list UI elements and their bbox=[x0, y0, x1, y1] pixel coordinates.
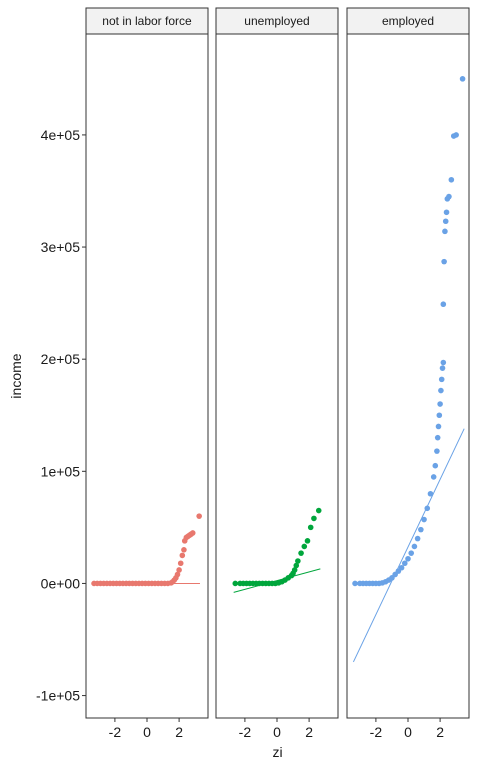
data-point bbox=[293, 562, 300, 569]
x-tick-label: -2 bbox=[370, 724, 383, 740]
x-tick-label: -2 bbox=[239, 724, 252, 740]
qq-reference-line bbox=[352, 428, 465, 663]
data-point bbox=[418, 526, 424, 533]
data-point bbox=[437, 401, 443, 407]
panel-marks bbox=[91, 513, 202, 587]
facet-strip-label: not in labor force bbox=[102, 14, 192, 28]
data-point bbox=[432, 462, 439, 469]
x-tick-label: -2 bbox=[109, 724, 122, 740]
data-point bbox=[424, 505, 431, 512]
data-point bbox=[408, 550, 415, 556]
data-point bbox=[315, 507, 322, 514]
x-tick-label: 0 bbox=[143, 724, 151, 740]
data-point bbox=[307, 524, 314, 531]
facet-panel-unemployed: unemployed -2 0 2 bbox=[215, 7, 339, 740]
data-point bbox=[434, 448, 440, 454]
x-tick-label: 0 bbox=[273, 724, 281, 740]
data-point bbox=[453, 132, 459, 138]
y-tick-label: 1e+05 bbox=[41, 463, 81, 479]
data-point bbox=[405, 555, 411, 562]
x-tick-label: 2 bbox=[436, 724, 444, 740]
data-point bbox=[179, 552, 186, 559]
x-axis-title: zi bbox=[272, 744, 282, 760]
data-point bbox=[438, 387, 444, 394]
x-tick-label: 0 bbox=[404, 724, 412, 740]
data-point bbox=[438, 376, 445, 383]
plot-panel bbox=[215, 33, 339, 719]
data-point bbox=[401, 560, 408, 567]
panel-marks bbox=[352, 76, 466, 663]
x-tick-label: 2 bbox=[305, 724, 313, 740]
data-point bbox=[174, 571, 181, 578]
data-point bbox=[421, 516, 427, 523]
data-point bbox=[442, 228, 448, 235]
data-point bbox=[446, 193, 452, 200]
data-point bbox=[440, 301, 447, 308]
data-point bbox=[411, 543, 418, 550]
data-point bbox=[434, 434, 441, 441]
y-tick-label: 4e+05 bbox=[41, 127, 81, 143]
y-axis-title: income bbox=[8, 353, 24, 398]
facet-strip bbox=[346, 7, 470, 35]
data-point bbox=[298, 550, 304, 556]
data-point bbox=[291, 567, 298, 573]
plot-panel bbox=[346, 33, 470, 719]
data-point bbox=[459, 76, 466, 82]
facet-strip bbox=[85, 7, 209, 35]
data-point bbox=[301, 543, 308, 550]
x-tick-label: 2 bbox=[175, 724, 183, 740]
facet-panel-not-in-labor-force: not in labor force -2 0 2 bbox=[85, 7, 209, 740]
y-tick-label: -1e+05 bbox=[36, 688, 80, 704]
data-point bbox=[430, 474, 437, 480]
data-point bbox=[427, 490, 434, 497]
data-point bbox=[189, 530, 196, 536]
data-point bbox=[443, 209, 450, 216]
facet-strip-label: employed bbox=[382, 14, 434, 28]
data-point bbox=[398, 564, 405, 571]
facet-panel-employed: employed -2 0 2 bbox=[346, 7, 470, 740]
data-point bbox=[232, 580, 239, 587]
data-point bbox=[304, 538, 311, 544]
data-point bbox=[311, 515, 317, 522]
data-point bbox=[440, 359, 447, 366]
data-point bbox=[352, 580, 358, 587]
data-point bbox=[442, 218, 449, 225]
y-tick-label: 3e+05 bbox=[41, 239, 81, 255]
data-point bbox=[295, 558, 301, 564]
data-point bbox=[441, 258, 447, 265]
data-point bbox=[435, 423, 442, 430]
data-point bbox=[439, 365, 446, 371]
data-point bbox=[176, 567, 182, 573]
facet-strip-label: unemployed bbox=[244, 14, 309, 28]
data-point bbox=[414, 535, 421, 542]
plot-panel bbox=[85, 33, 209, 719]
y-tick-label: 0e+00 bbox=[41, 575, 81, 591]
data-point bbox=[177, 560, 184, 567]
y-tick-label: 2e+05 bbox=[41, 351, 81, 367]
data-point bbox=[196, 513, 202, 519]
data-point bbox=[448, 176, 455, 183]
data-point bbox=[436, 412, 443, 419]
panel-marks bbox=[232, 507, 322, 593]
data-point bbox=[181, 547, 187, 553]
